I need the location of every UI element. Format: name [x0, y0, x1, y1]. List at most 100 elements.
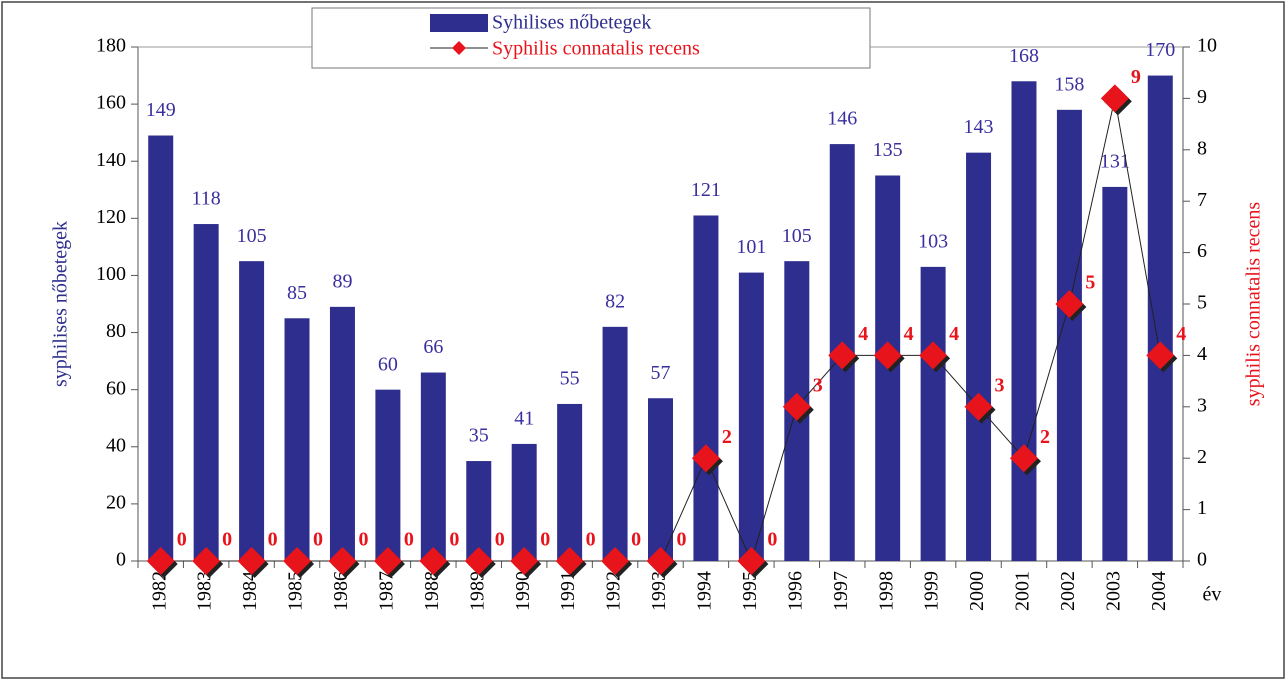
- marker: [555, 547, 584, 575]
- bar: [966, 152, 992, 561]
- bar-value-label: 35: [469, 425, 489, 447]
- line-value-label: 0: [495, 529, 505, 551]
- line-value-label: 5: [1085, 272, 1095, 294]
- x-tick-label: 1995: [739, 571, 761, 611]
- line-value-label: 0: [677, 529, 687, 551]
- y2-tick-label: 3: [1197, 394, 1207, 416]
- y-tick-label: 120: [96, 206, 126, 228]
- x-tick-label: 1999: [921, 571, 943, 611]
- marker: [691, 444, 720, 473]
- y-tick-label: 140: [96, 149, 126, 171]
- marker: [1009, 444, 1038, 473]
- bar: [1011, 81, 1037, 562]
- x-tick-label: 1990: [512, 571, 534, 611]
- marker: [373, 547, 402, 575]
- line-value-label: 2: [1040, 426, 1050, 448]
- bar-value-label: 41: [514, 408, 534, 430]
- bar: [920, 266, 946, 561]
- y-tick-label: 40: [106, 434, 126, 456]
- x-tick-label: 1989: [466, 571, 488, 611]
- line-value-label: 2: [722, 426, 732, 448]
- bar-value-label: 121: [691, 179, 721, 201]
- x-tick-label: 1993: [648, 571, 670, 611]
- line-value-label: 0: [177, 529, 187, 551]
- bar-value-label: 168: [1009, 45, 1039, 67]
- line-value-label: 0: [540, 529, 550, 551]
- marker: [237, 547, 266, 575]
- line-value-label: 3: [995, 374, 1005, 396]
- y2-tick-label: 0: [1197, 549, 1207, 571]
- legend-label: Syhilises nőbetegek: [492, 12, 651, 34]
- line-value-label: 0: [404, 529, 414, 551]
- bar: [511, 443, 537, 561]
- x-tick-label: 2002: [1057, 571, 1079, 611]
- y-tick-label: 0: [116, 549, 126, 571]
- bar: [602, 326, 628, 561]
- legend-swatch: [430, 14, 488, 32]
- y2-tick-label: 1: [1197, 497, 1207, 519]
- bar-value-label: 146: [827, 108, 857, 130]
- line-value-label: 0: [767, 529, 777, 551]
- bar: [648, 398, 673, 561]
- bar-value-label: 158: [1054, 73, 1084, 95]
- marker: [782, 392, 811, 421]
- marker: [919, 341, 948, 370]
- y2-axis-label: syphilis connatalis recens: [1243, 202, 1265, 407]
- line-value-label: 9: [1131, 66, 1141, 88]
- bar: [284, 318, 310, 561]
- y2-tick-label: 6: [1197, 240, 1207, 262]
- marker: [737, 547, 766, 575]
- bar-value-label: 143: [964, 116, 994, 138]
- x-tick-label: 1984: [239, 571, 261, 611]
- line-value-label: 0: [449, 529, 459, 551]
- y2-tick-label: 10: [1197, 35, 1217, 57]
- line-value-label: 0: [268, 529, 278, 551]
- bar-value-label: 60: [378, 353, 398, 375]
- bar: [1147, 75, 1173, 562]
- bar-value-label: 89: [332, 270, 352, 292]
- y-axis-label: syphilises nőbetegek: [50, 221, 72, 387]
- line-value-label: 4: [858, 323, 868, 345]
- marker: [464, 547, 493, 575]
- legend-marker: [452, 41, 466, 55]
- x-tick-label: 2001: [1012, 571, 1034, 611]
- x-tick-label: 1988: [421, 571, 443, 611]
- bar-value-label: 82: [605, 290, 625, 312]
- bar-value-label: 131: [1100, 151, 1130, 173]
- x-tick-label: 1986: [330, 571, 352, 611]
- bar: [420, 372, 446, 561]
- legend: [311, 7, 871, 69]
- bar: [1102, 186, 1128, 561]
- marker: [192, 547, 221, 575]
- bar-value-label: 66: [423, 336, 443, 358]
- bar: [466, 461, 492, 561]
- marker: [964, 392, 993, 421]
- marker: [419, 547, 448, 575]
- bar: [375, 389, 401, 561]
- y-tick-label: 180: [96, 35, 126, 57]
- x-tick-label: 1996: [784, 571, 806, 611]
- x-tick-label: 1985: [285, 571, 307, 611]
- bar: [193, 224, 219, 562]
- bar-value-label: 57: [651, 362, 671, 384]
- marker: [1055, 290, 1084, 318]
- x-tick-label: 1987: [375, 571, 397, 611]
- marker: [873, 341, 902, 370]
- y2-tick-label: 4: [1197, 343, 1207, 365]
- marker: [828, 341, 857, 370]
- line-value-label: 3: [813, 374, 823, 396]
- line-value-label: 0: [586, 529, 596, 551]
- bar-value-label: 55: [560, 368, 580, 390]
- bar-value-label: 103: [918, 230, 948, 252]
- y2-tick-label: 7: [1197, 189, 1207, 211]
- marker: [1146, 341, 1175, 370]
- x-axis-label: év: [1203, 584, 1222, 606]
- line-value-label: 0: [631, 529, 641, 551]
- bar: [329, 306, 355, 561]
- y2-tick-label: 5: [1197, 292, 1207, 314]
- x-tick-label: 1983: [194, 571, 216, 611]
- x-tick-label: 1992: [603, 571, 625, 611]
- x-tick-label: 2000: [966, 571, 988, 611]
- y2-tick-label: 9: [1197, 86, 1207, 108]
